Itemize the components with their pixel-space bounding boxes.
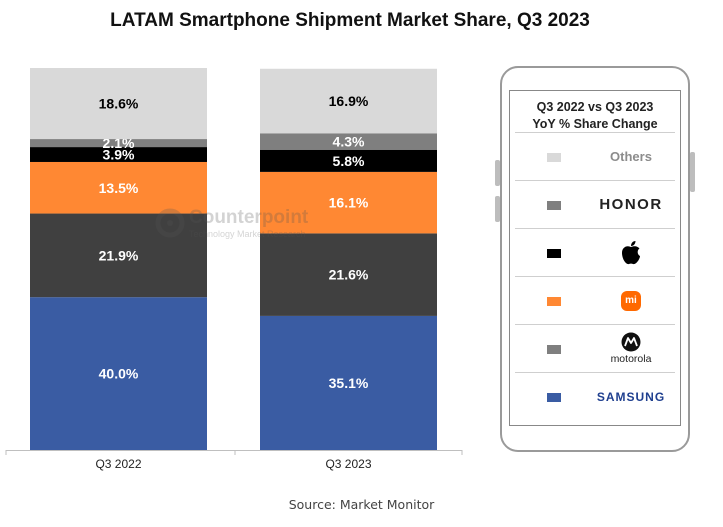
legend-title-line-2: YoY % Share Change xyxy=(532,117,658,131)
legend-item-apple xyxy=(515,229,675,277)
phone-side-button xyxy=(495,160,500,186)
legend-swatch-honor xyxy=(547,201,561,210)
bar-segment-samsung-1 xyxy=(260,315,437,450)
legend-label-motorola: motorola xyxy=(610,353,652,365)
legend-panel: Q3 2022 vs Q3 2023 YoY % Share Change Ot… xyxy=(509,90,681,426)
bar-segment-others-1 xyxy=(260,68,437,134)
bar-segment-honor-0 xyxy=(30,139,207,148)
data-label-xiaomi-1: 16.1% xyxy=(329,195,369,211)
phone-side-button xyxy=(690,152,695,192)
bar-segment-samsung-0 xyxy=(30,297,207,450)
legend-item-others: Others xyxy=(515,133,675,181)
data-label-samsung-1: 35.1% xyxy=(329,375,369,391)
data-label-motorola-1: 21.6% xyxy=(329,267,369,283)
bar-segment-motorola-0 xyxy=(30,213,207,298)
data-label-apple-0: 3.9% xyxy=(103,147,135,163)
legend-swatch-others xyxy=(547,153,561,162)
data-label-xiaomi-0: 13.5% xyxy=(99,180,139,196)
bar-segment-others-0 xyxy=(30,68,207,140)
data-label-others-0: 18.6% xyxy=(99,96,139,112)
chart-title: LATAM Smartphone Shipment Market Share, … xyxy=(110,10,590,31)
legend-title: Q3 2022 vs Q3 2023 YoY % Share Change xyxy=(515,91,675,133)
phone-side-button xyxy=(495,196,500,222)
data-label-samsung-0: 40.0% xyxy=(99,366,139,382)
legend-item-motorola: motorola xyxy=(515,325,675,373)
bar-segment-apple-0 xyxy=(30,147,207,162)
watermark-subtitle: Technology Market Research xyxy=(189,229,306,239)
legend-item-xiaomi: mi xyxy=(515,277,675,325)
data-label-honor-1: 4.3% xyxy=(333,134,365,150)
xiaomi-logo-icon: mi xyxy=(621,290,641,311)
legend-label-others: Others xyxy=(610,149,652,164)
x-tick-label-1: Q3 2023 xyxy=(325,457,371,471)
legend-swatch-apple xyxy=(547,249,561,258)
bar-segment-motorola-1 xyxy=(260,233,437,316)
legend-swatch-samsung xyxy=(547,393,561,402)
watermark-name: Counterpoint xyxy=(189,207,309,228)
motorola-logo-icon xyxy=(621,332,641,352)
legend-swatch-motorola xyxy=(547,345,561,354)
legend-item-honor: HONOR xyxy=(515,181,675,229)
data-label-apple-1: 5.8% xyxy=(333,153,365,169)
legend-swatch-xiaomi xyxy=(547,297,561,306)
legend-item-samsung: SAMSUNG xyxy=(515,373,675,420)
legend-title-line-1: Q3 2022 vs Q3 2023 xyxy=(536,100,654,114)
data-label-honor-0: 2.1% xyxy=(103,135,135,151)
counterpoint-watermark: Counterpoint Technology Market Research xyxy=(155,207,308,239)
bar-segment-honor-1 xyxy=(260,133,437,150)
counterpoint-logo-icon xyxy=(155,208,185,238)
bar-segment-xiaomi-1 xyxy=(260,171,437,234)
legend-label-samsung: SAMSUNG xyxy=(596,389,666,404)
source-note: Source: Market Monitor xyxy=(288,497,435,512)
bar-segment-apple-1 xyxy=(260,149,437,172)
stacked-bar-chart: 40.0% 21.9% 13.5% 3.9%2.1% 18.6% Q3 2022 35.1%… xyxy=(5,68,463,471)
apple-logo-icon xyxy=(622,240,640,264)
legend-label-honor: HONOR xyxy=(599,196,663,213)
data-label-others-1: 16.9% xyxy=(329,93,369,109)
x-tick-label-0: Q3 2022 xyxy=(95,457,141,471)
bar-segment-xiaomi-0 xyxy=(30,161,207,214)
legend-phone-frame: Q3 2022 vs Q3 2023 YoY % Share Change Ot… xyxy=(495,66,695,452)
data-label-motorola-0: 21.9% xyxy=(99,247,139,263)
